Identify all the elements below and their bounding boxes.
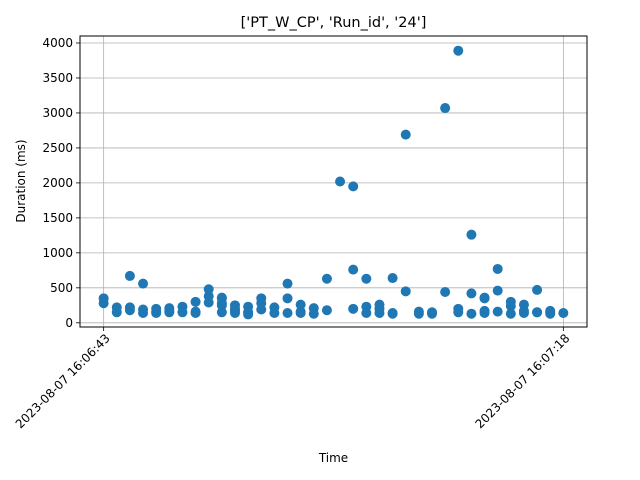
data-point xyxy=(400,129,411,140)
data-point xyxy=(321,305,332,316)
data-point xyxy=(466,308,477,319)
data-point xyxy=(492,306,503,317)
data-point xyxy=(361,273,372,284)
data-point xyxy=(440,103,451,114)
data-point xyxy=(374,303,385,314)
y-tick-label: 1500 xyxy=(42,211,73,225)
grid-lines xyxy=(80,36,587,327)
data-point xyxy=(243,309,254,320)
data-point xyxy=(532,307,543,318)
data-point xyxy=(321,273,332,284)
data-point xyxy=(124,305,135,316)
data-point xyxy=(269,308,280,319)
data-point xyxy=(427,308,438,319)
data-point xyxy=(138,278,149,289)
data-point xyxy=(335,176,346,187)
data-point xyxy=(400,286,411,297)
data-point xyxy=(190,306,201,317)
y-tick-label: 2500 xyxy=(42,141,73,155)
y-tick-label: 0 xyxy=(65,316,73,330)
data-point xyxy=(111,307,122,318)
data-point xyxy=(453,45,464,56)
data-point xyxy=(295,308,306,319)
data-point xyxy=(558,308,569,319)
data-point xyxy=(545,307,556,318)
data-point xyxy=(229,303,240,314)
data-point xyxy=(361,308,372,319)
data-point xyxy=(492,285,503,296)
data-point xyxy=(505,308,516,319)
y-axis-label: Duration (ms) xyxy=(14,139,28,222)
data-point xyxy=(532,284,543,295)
data-point xyxy=(124,270,135,281)
data-point xyxy=(282,278,293,289)
data-point xyxy=(256,293,267,304)
data-point xyxy=(492,263,503,274)
data-point xyxy=(479,308,490,319)
y-tick-label: 4000 xyxy=(42,36,73,50)
data-point xyxy=(479,292,490,303)
data-point xyxy=(98,298,109,309)
data-point xyxy=(387,273,398,284)
data-point xyxy=(164,305,175,316)
data-point xyxy=(308,308,319,319)
y-tick-label: 3500 xyxy=(42,71,73,85)
y-tick-label: 2000 xyxy=(42,176,73,190)
y-tick-label: 1000 xyxy=(42,246,73,260)
y-tick-label: 500 xyxy=(50,281,73,295)
data-point xyxy=(440,287,451,298)
data-point xyxy=(348,264,359,275)
data-point xyxy=(505,301,516,312)
data-point xyxy=(138,308,149,319)
data-point xyxy=(453,307,464,318)
data-point xyxy=(295,299,306,310)
data-point xyxy=(203,297,214,308)
data-point xyxy=(387,308,398,319)
data-point xyxy=(348,181,359,192)
data-point xyxy=(177,307,188,318)
chart-title: ['PT_W_CP', 'Run_id', '24'] xyxy=(241,15,427,31)
data-points xyxy=(98,45,569,320)
data-point xyxy=(466,229,477,240)
data-point xyxy=(282,308,293,319)
data-point xyxy=(466,288,477,299)
data-point xyxy=(348,303,359,314)
x-axis-label: Time xyxy=(318,451,348,465)
y-tick-label: 3000 xyxy=(42,106,73,120)
data-point xyxy=(256,304,267,315)
data-point xyxy=(190,296,201,307)
data-point xyxy=(216,307,227,318)
data-point xyxy=(216,298,227,309)
data-point xyxy=(151,308,162,319)
data-point xyxy=(413,308,424,319)
data-point xyxy=(203,284,214,295)
data-point xyxy=(282,293,293,304)
plot-frame xyxy=(79,35,588,328)
data-point xyxy=(518,305,529,316)
y-axis-ticks: 0 500 1000 1500 2000 2500 3000 3500 4000 xyxy=(42,36,80,330)
